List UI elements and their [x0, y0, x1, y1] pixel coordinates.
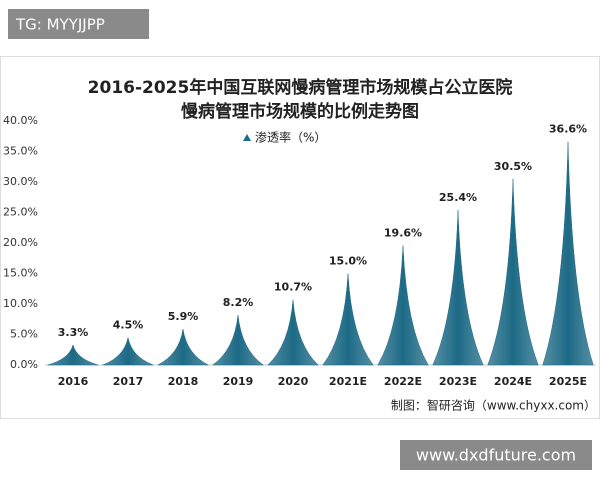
x-tick-label: 2024E [494, 375, 532, 388]
y-tick-label: 40.0% [3, 114, 38, 127]
spike [211, 314, 265, 366]
x-tick-label: 2022E [384, 375, 422, 388]
value-label: 19.6% [384, 226, 422, 239]
x-tick-label: 2016 [58, 375, 89, 388]
chart-title: 2016-2025年中国互联网慢病管理市场规模占公立医院 [88, 77, 513, 98]
value-label: 15.0% [329, 255, 367, 268]
x-tick-label: 2017 [113, 375, 144, 388]
spike [322, 273, 374, 366]
value-label: 36.6% [549, 123, 587, 136]
spike [542, 141, 594, 366]
footer-url: www.dxdfuture.com [416, 446, 576, 465]
y-tick-label: 0.0% [10, 358, 38, 371]
spike [47, 343, 99, 366]
value-label: 25.4% [439, 191, 477, 204]
value-label: 4.5% [113, 319, 144, 332]
y-tick-label: 30.0% [3, 175, 38, 188]
x-tick-label: 2023E [439, 375, 477, 388]
spike [102, 337, 154, 366]
y-tick-label: 10.0% [3, 297, 38, 310]
y-tick-label: 5.0% [10, 328, 38, 341]
y-tick-label: 15.0% [3, 267, 38, 280]
x-tick-label: 2020 [278, 375, 309, 388]
spike [157, 328, 209, 366]
value-label: 10.7% [274, 281, 312, 294]
x-tick-label: 2019 [223, 375, 254, 388]
value-label: 5.9% [168, 310, 199, 323]
value-label: 30.5% [494, 160, 532, 173]
value-label: 8.2% [223, 296, 254, 309]
source: 制图：智研咨询（www.chyxx.com） [391, 398, 596, 413]
x-tick-label: 2025E [549, 375, 587, 388]
spike [432, 210, 484, 366]
legend-marker [243, 134, 251, 141]
y-tick-label: 25.0% [3, 206, 38, 219]
spike [487, 178, 539, 366]
y-tick-label: 35.0% [3, 145, 38, 158]
spike [377, 245, 429, 366]
chart-title: 慢病管理市场规模的比例走势图 [181, 101, 419, 122]
legend-label: 渗透率（%） [255, 130, 326, 145]
y-tick-label: 20.0% [3, 236, 38, 249]
badge: TG: MYYJJPP [15, 16, 105, 34]
spike [267, 299, 319, 366]
x-tick-label: 2021E [329, 375, 367, 388]
value-label: 3.3% [58, 326, 89, 339]
x-tick-label: 2018 [168, 375, 199, 388]
footer-box [400, 440, 592, 470]
badge-box [8, 9, 149, 39]
